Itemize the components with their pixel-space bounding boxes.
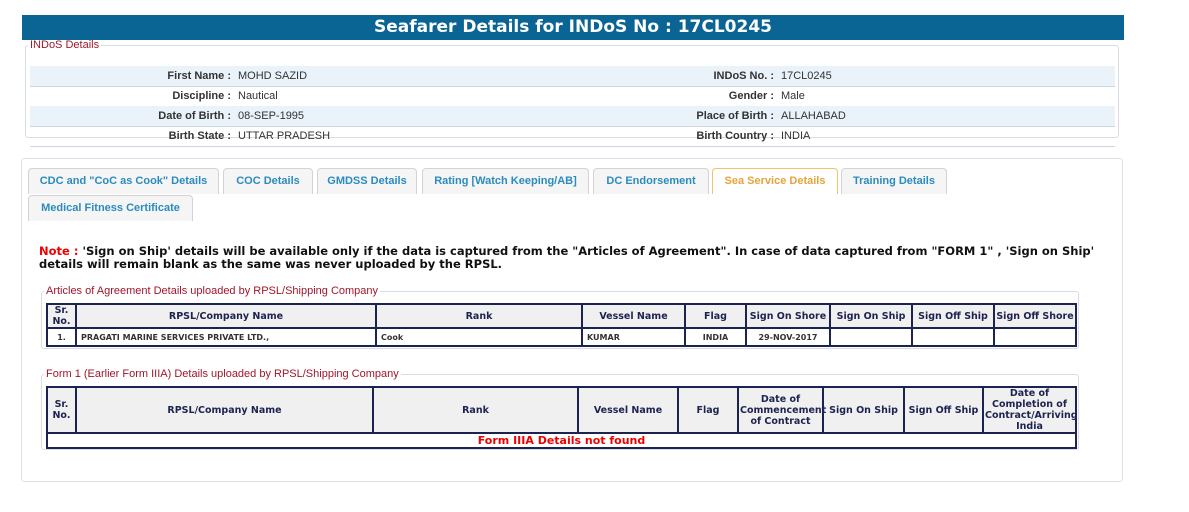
column-header: Sign Off Shore <box>993 303 1077 329</box>
column-header: Sign Off Ship <box>903 386 984 434</box>
field-value: 17CL0245 <box>781 70 832 82</box>
form1-section: Form 1 (Earlier Form IIIA) Details uploa… <box>41 368 1079 450</box>
field-label: Birth State : <box>168 130 231 142</box>
field-label: INDoS No. : <box>713 70 775 82</box>
column-header: Sign Off Ship <box>911 303 995 329</box>
form1-table: Sr. No. RPSL/Company Name Rank Vessel Name F… <box>46 386 1078 449</box>
table-cell <box>993 327 1077 347</box>
tab-dc-endorsement[interactable]: DC Endorsement <box>593 168 709 194</box>
indos-row: Date of Birth : 08-SEP-1995 Place of Birth… <box>30 106 1115 127</box>
tab-training-details[interactable]: Training Details <box>841 168 947 194</box>
column-header: Flag <box>677 386 739 434</box>
indos-row: First Name : MOHD SAZID INDoS No. : 17CL024… <box>30 66 1115 87</box>
tab-cdc-and-coc-as-cook-details[interactable]: CDC and "CoC as Cook" Details <box>28 168 219 194</box>
column-header: Date of Commencement of Contract <box>737 386 826 434</box>
column-header: Sign On Shore <box>745 303 831 329</box>
tab-medical-fitness-certificate[interactable]: Medical Fitness Certificate <box>28 195 193 221</box>
tab-rating-watch-keeping-ab[interactable]: Rating [Watch Keeping/AB] <box>422 168 589 194</box>
tab-gmdss-details[interactable]: GMDSS Details <box>317 168 417 194</box>
field-value: UTTAR PRADESH <box>238 130 331 142</box>
table-cell: INDIA <box>684 327 747 347</box>
table-cell: 1. <box>46 327 77 347</box>
table-cell: PRAGATI MARINE SERVICES PRIVATE LTD., <box>75 327 377 347</box>
aoa-section: Articles of Agreement Details uploaded b… <box>41 285 1079 349</box>
column-header: Sr. No. <box>46 386 77 434</box>
field-value: Male <box>781 90 805 102</box>
column-header: Sr. No. <box>46 303 77 329</box>
field-label: Place of Birth : <box>696 110 774 122</box>
field-value: Nautical <box>238 90 278 102</box>
tab-sea-service-details[interactable]: Sea Service Details <box>712 168 838 194</box>
column-header: Sign On Ship <box>822 386 905 434</box>
table-cell: 29-NOV-2017 <box>745 327 831 347</box>
table-cell: Cook <box>375 327 583 347</box>
field-value: MOHD SAZID <box>238 70 308 82</box>
indos-details: INDoS Details First Name : MOHD SAZID INDo… <box>25 39 1119 147</box>
field-label: First Name : <box>167 70 231 82</box>
field-value: 08-SEP-1995 <box>238 110 305 122</box>
table-row: 1. PRAGATI MARINE SERVICES PRIVATE LTD., C… <box>46 327 1077 347</box>
indos-row: Discipline : Nautical Gender : Male <box>30 86 1115 107</box>
field-label: Birth Country : <box>696 130 774 142</box>
column-header: Date of Completion of Contract/Arriving … <box>982 386 1078 434</box>
header-row: Sr. No. RPSL/Company Name Rank Vessel Name F… <box>46 386 1078 434</box>
column-header: RPSL/Company Name <box>75 303 377 329</box>
field-label: Date of Birth : <box>158 110 231 122</box>
details-panel: CDC and "CoC as Cook" Details COC Details… <box>21 158 1123 482</box>
page-title: Seafarer Details for INDoS No : 17CL0245 <box>22 15 1124 40</box>
aoa-legend: Articles of Agreement Details uploaded b… <box>46 285 379 297</box>
column-header: RPSL/Company Name <box>75 386 374 434</box>
column-header: Flag <box>684 303 747 329</box>
column-header: Vessel Name <box>577 386 679 434</box>
table-cell <box>911 327 995 347</box>
empty-message: Form IIIA Details not found <box>46 432 1077 449</box>
aoa-table: Sr. No. RPSL/Company Name Rank Vessel Name F… <box>46 303 1077 347</box>
tab-coc-details[interactable]: COC Details <box>223 168 313 194</box>
header-row: Sr. No. RPSL/Company Name Rank Vessel Name F… <box>46 303 1077 329</box>
field-value: INDIA <box>781 130 811 142</box>
column-header: Sign On Ship <box>829 303 913 329</box>
table-cell: KUMAR <box>581 327 686 347</box>
indos-legend: INDoS Details <box>30 39 100 51</box>
field-label: Discipline : <box>172 90 231 102</box>
form1-legend: Form 1 (Earlier Form IIIA) Details uploa… <box>46 368 399 380</box>
column-header: Vessel Name <box>581 303 686 329</box>
note-label: Note : <box>39 244 79 258</box>
table-cell <box>829 327 913 347</box>
indos-row: Birth State : UTTAR PRADESH Birth Country … <box>30 126 1115 147</box>
column-header: Rank <box>372 386 579 434</box>
column-header: Rank <box>375 303 583 329</box>
note: Note : 'Sign on Ship' details will be av… <box>39 245 1099 271</box>
field-value: ALLAHABAD <box>781 110 846 122</box>
field-label: Gender : <box>728 90 774 102</box>
note-text: 'Sign on Ship' details will be available… <box>39 244 1095 271</box>
